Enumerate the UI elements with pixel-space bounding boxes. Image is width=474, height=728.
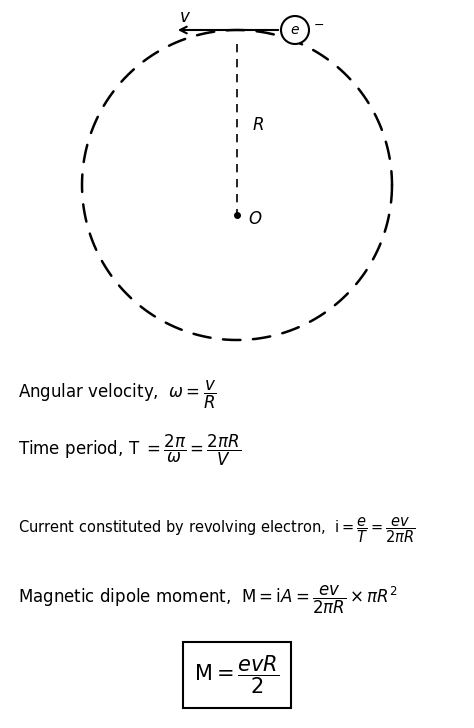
Text: $\mathrm{M} = \dfrac{evR}{2}$: $\mathrm{M} = \dfrac{evR}{2}$ bbox=[194, 654, 280, 696]
Text: Current constituted by revolving electron,  $\mathrm{i} = \dfrac{e}{T} = \dfrac{: Current constituted by revolving electro… bbox=[18, 515, 416, 545]
Text: Time period, T $= \dfrac{2\pi}{\omega} = \dfrac{2\pi R}{V}$: Time period, T $= \dfrac{2\pi}{\omega} =… bbox=[18, 432, 241, 467]
Text: $R$: $R$ bbox=[252, 116, 264, 133]
Text: $v$: $v$ bbox=[179, 9, 191, 26]
Text: $O$: $O$ bbox=[248, 212, 263, 229]
Text: Magnetic dipole moment,  $\mathrm{M} = \mathrm{i}A = \dfrac{ev}{2\pi R} \times \: Magnetic dipole moment, $\mathrm{M} = \m… bbox=[18, 584, 398, 616]
Text: $-$: $-$ bbox=[313, 17, 324, 31]
Circle shape bbox=[281, 16, 309, 44]
Text: Angular velocity,  $\omega = \dfrac{v}{R}$: Angular velocity, $\omega = \dfrac{v}{R}… bbox=[18, 379, 217, 411]
Text: $e$: $e$ bbox=[290, 23, 300, 37]
